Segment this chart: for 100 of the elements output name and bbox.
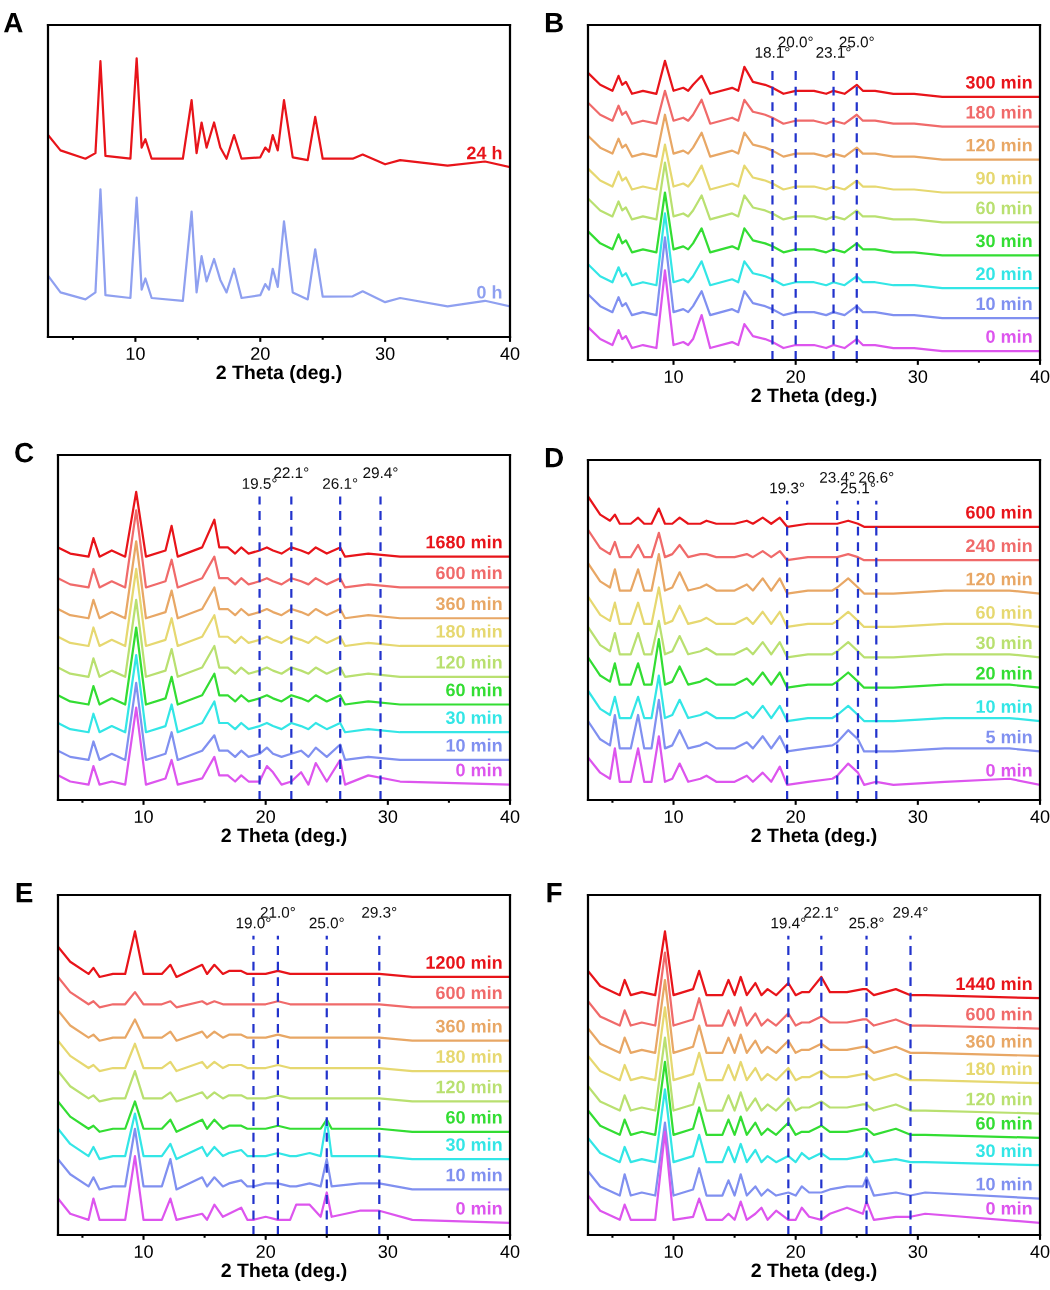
x-axis-title: 2 Theta (deg.) <box>751 1262 877 1282</box>
series-label: 24 h <box>467 146 502 160</box>
ref-line-label: 29.3° <box>362 906 397 918</box>
ref-line-label: 29.4° <box>893 906 928 918</box>
ref-line-label: 23.1° <box>816 47 851 58</box>
ref-line-label: 25.1° <box>840 482 875 494</box>
series-label: 10 min <box>976 296 1032 311</box>
series-label: 120 min <box>966 572 1032 586</box>
series-label: 0 min <box>986 1201 1032 1215</box>
series-label: 0 min <box>986 329 1032 343</box>
series-label: 60 min <box>446 1110 502 1124</box>
ref-line-label: 19.0° <box>236 917 271 929</box>
series-label: 120 min <box>966 1092 1032 1106</box>
series-label: 90 min <box>976 171 1032 185</box>
x-axis-title: 2 Theta (deg.) <box>751 827 877 847</box>
series-label: 30 min <box>445 710 502 725</box>
series-label: 360 min <box>435 596 502 611</box>
series-label: 60 min <box>976 1116 1032 1130</box>
chart-title: F <box>547 883 562 903</box>
ref-line-label: 26.6° <box>859 471 894 483</box>
ref-line-label: 26.1° <box>323 478 358 489</box>
x-axis-title: 2 Theta (deg.) <box>221 827 347 847</box>
x-tick-label: 30 <box>908 1245 928 1258</box>
ref-line-label: 25.8° <box>849 917 884 929</box>
chart-title: A <box>4 13 23 33</box>
x-tick-label: 40 <box>500 347 520 360</box>
x-tick-label: 10 <box>126 347 145 360</box>
series-label: 600 min <box>436 566 502 580</box>
series-label: 10 min <box>976 699 1032 713</box>
x-tick-label: 40 <box>500 810 520 823</box>
series-label: 1200 min <box>426 955 502 969</box>
x-tick-label: 20 <box>786 810 806 823</box>
ref-line-label: 25.0° <box>839 36 874 48</box>
series-label: 20 min <box>976 666 1032 680</box>
x-tick-label: 10 <box>664 370 683 383</box>
series-label: 600 min <box>966 1007 1032 1021</box>
series-label: 360 min <box>435 1019 502 1033</box>
x-tick-label: 40 <box>1030 370 1050 383</box>
x-axis-title: 2 Theta (deg.) <box>216 364 342 384</box>
x-tick-label: 20 <box>256 810 276 823</box>
x-tick-label: 30 <box>378 1245 398 1258</box>
x-tick-label: 30 <box>908 370 928 383</box>
series-label: 0 min <box>986 763 1032 777</box>
x-tick-label: 40 <box>1030 1245 1050 1258</box>
series-label: 60 min <box>446 683 502 697</box>
series-label: 60 min <box>976 605 1032 619</box>
series-label: 10 min <box>446 738 502 752</box>
series-label: 120 min <box>436 655 502 669</box>
series-label: 10 min <box>446 1168 502 1182</box>
series-label: 240 min <box>966 538 1032 553</box>
ref-line-label: 25.0° <box>309 917 344 929</box>
ref-line-label: 19.5° <box>242 478 277 489</box>
ref-line-label: 23.4° <box>820 471 855 483</box>
x-tick-label: 20 <box>251 347 270 360</box>
ref-line-label: 22.1° <box>274 467 309 479</box>
x-axis-title: 2 Theta (deg.) <box>221 1262 347 1282</box>
x-axis-title: 2 Theta (deg.) <box>751 387 877 407</box>
series-label: 600 min <box>966 505 1032 519</box>
x-tick-label: 30 <box>375 347 395 360</box>
chart-title: B <box>545 13 563 33</box>
series-label: 1440 min <box>956 976 1032 991</box>
x-tick-label: 10 <box>664 1245 683 1258</box>
ref-line-label: 19.3° <box>770 482 805 494</box>
series-label: 180 min <box>966 1061 1032 1076</box>
series-label: 360 min <box>965 1034 1032 1048</box>
series-label: 30 min <box>975 635 1032 650</box>
x-tick-label: 20 <box>256 1245 276 1258</box>
x-tick-label: 30 <box>378 810 398 823</box>
series-label: 0 h <box>477 285 502 299</box>
ref-line-label: 20.0° <box>778 36 813 48</box>
x-tick-label: 20 <box>786 370 806 383</box>
x-tick-label: 30 <box>908 810 928 823</box>
x-tick-label: 40 <box>500 1245 520 1258</box>
series-label: 5 min <box>986 730 1032 744</box>
series-label: 300 min <box>965 75 1032 89</box>
series-label: 20 min <box>976 266 1032 281</box>
x-tick-label: 10 <box>134 810 153 823</box>
series-label: 30 min <box>445 1137 502 1152</box>
series-label: 600 min <box>436 985 502 1000</box>
ref-line-label: 29.4° <box>363 467 398 479</box>
series-label: 1680 min <box>426 535 502 549</box>
series-label: 180 min <box>436 1049 502 1063</box>
series-label: 60 min <box>976 201 1032 215</box>
x-tick-label: 20 <box>786 1245 806 1258</box>
x-tick-label: 10 <box>664 810 683 823</box>
x-tick-label: 40 <box>1030 810 1050 823</box>
ref-line-label: 19.4° <box>771 917 806 929</box>
x-tick-label: 10 <box>134 1245 153 1258</box>
series-label: 0 min <box>456 1201 502 1215</box>
series-label: 120 min <box>436 1080 502 1094</box>
series-label: 0 min <box>456 763 502 777</box>
series-label: 180 min <box>966 105 1032 119</box>
series-label: 30 min <box>975 233 1032 248</box>
ref-line-label: 21.0° <box>260 906 295 918</box>
series-label: 30 min <box>975 1143 1032 1158</box>
ref-line-label: 22.1° <box>804 906 839 918</box>
chart-title: E <box>16 883 33 903</box>
chart-title: C <box>15 442 34 463</box>
series-label: 10 min <box>976 1177 1032 1191</box>
ref-line-label: 18.1° <box>755 47 790 58</box>
